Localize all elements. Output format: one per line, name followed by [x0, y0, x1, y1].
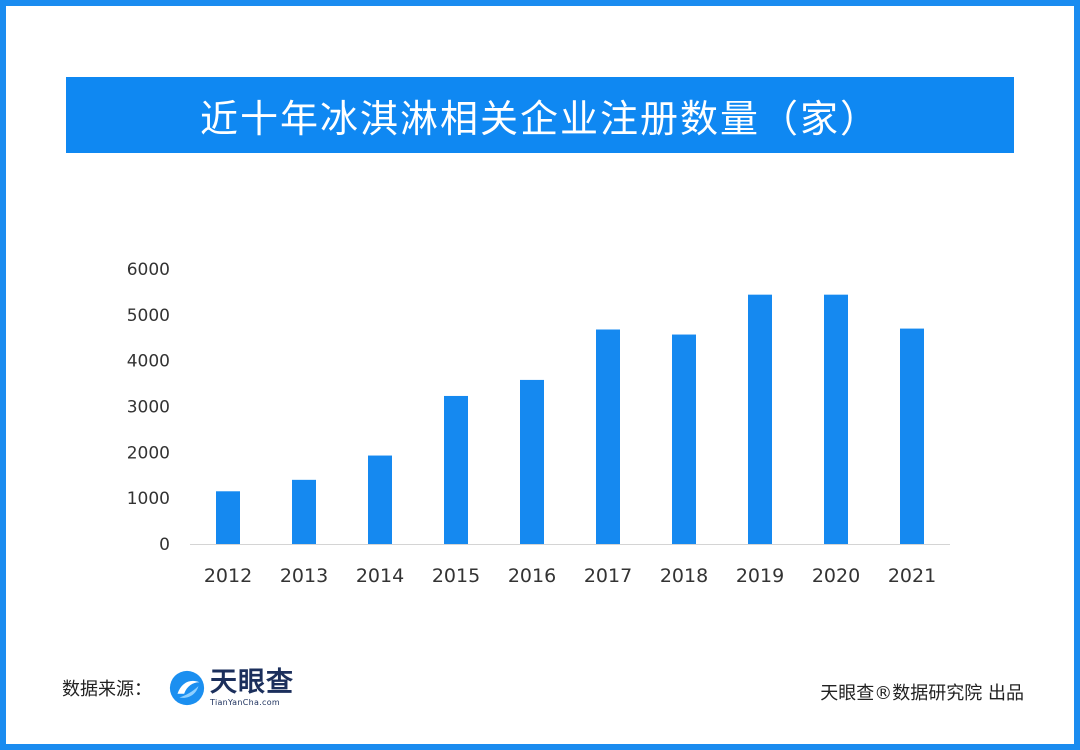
x-tick-label: 2015 — [432, 565, 480, 587]
y-tick-label: 0 — [159, 535, 170, 555]
bar-2018 — [672, 334, 696, 544]
bar-2012 — [216, 491, 240, 544]
data-source: 数据来源： 天眼查 TianYanCha.com — [62, 668, 294, 708]
tianyancha-logo-icon — [169, 670, 205, 706]
y-tick-label: 4000 — [127, 352, 170, 372]
chart-title: 近十年冰淇淋相关企业注册数量（家） — [199, 96, 880, 141]
y-tick-label: 3000 — [127, 398, 170, 418]
x-tick-label: 2014 — [356, 565, 404, 587]
bar-2020 — [824, 294, 848, 544]
y-tick-label: 6000 — [127, 260, 170, 280]
credit-text: 天眼查®数据研究院 出品 — [820, 683, 1024, 704]
bar-2017 — [596, 329, 620, 544]
tianyancha-logo: 天眼查 TianYanCha.com — [168, 668, 294, 708]
logo-url: TianYanCha.com — [210, 698, 280, 707]
x-tick-label: 2017 — [584, 565, 632, 587]
bar-2019 — [748, 294, 772, 544]
x-tick-label: 2021 — [888, 565, 936, 587]
x-tick-label: 2013 — [280, 565, 328, 587]
bar-2014 — [368, 455, 392, 544]
bar-2016 — [520, 379, 544, 544]
logo-text: 天眼查 — [210, 667, 294, 698]
y-tick-label: 2000 — [127, 443, 170, 463]
x-tick-label: 2018 — [660, 565, 708, 587]
y-tick-label: 1000 — [127, 489, 170, 509]
y-tick-label: 5000 — [127, 306, 170, 326]
title-banner: 近十年冰淇淋相关企业注册数量（家） — [66, 77, 1014, 153]
bar-2015 — [444, 395, 468, 544]
bar-2013 — [292, 479, 316, 544]
x-tick-label: 2020 — [812, 565, 860, 587]
x-tick-label: 2012 — [204, 565, 252, 587]
x-tick-label: 2016 — [508, 565, 556, 587]
x-tick-label: 2019 — [736, 565, 784, 587]
bar-2021 — [900, 328, 924, 544]
source-label: 数据来源： — [62, 679, 152, 700]
